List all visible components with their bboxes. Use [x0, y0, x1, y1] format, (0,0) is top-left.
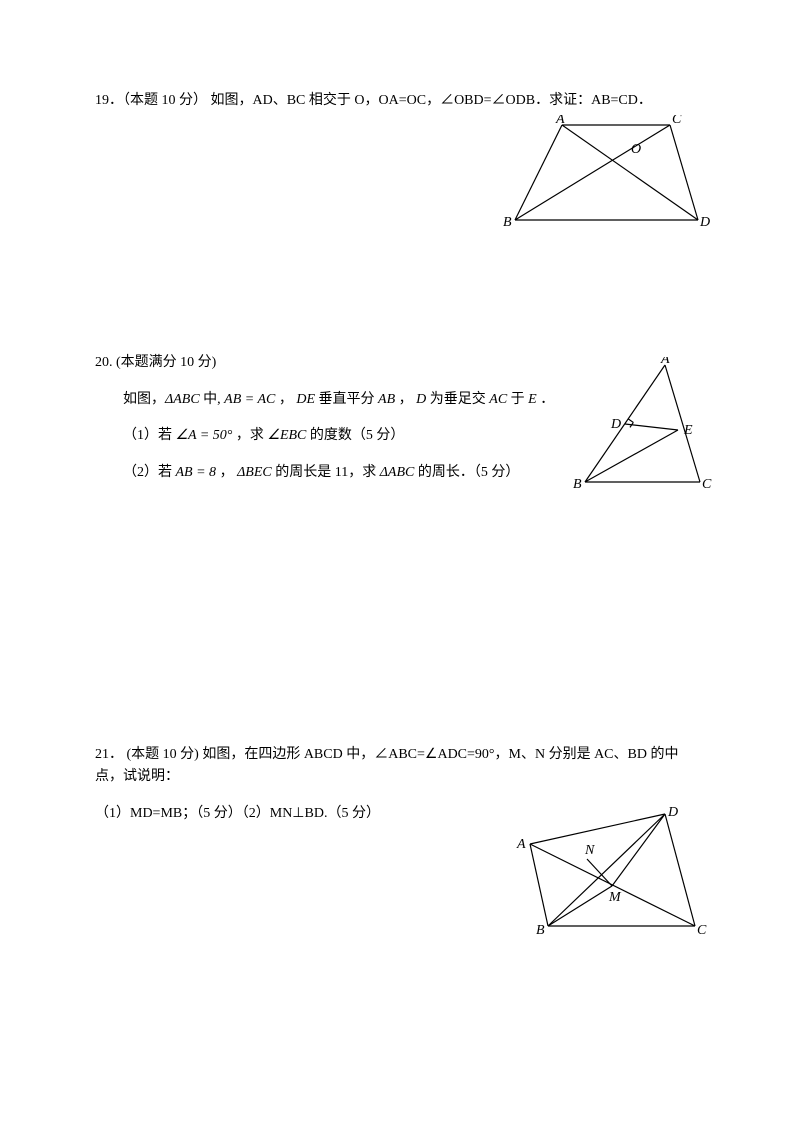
svg-text:B: B [573, 477, 582, 492]
t: 垂直平分 [315, 392, 378, 407]
m: E [528, 392, 537, 407]
svg-text:B: B [536, 923, 545, 938]
m: ΔABC [380, 465, 415, 480]
svg-text:M: M [608, 890, 622, 905]
svg-text:O: O [631, 142, 641, 157]
t: 的周长．（5 分） [414, 465, 519, 480]
svg-text:N: N [584, 843, 595, 858]
svg-text:A: A [555, 115, 565, 127]
svg-text:C: C [697, 923, 707, 938]
m: AB [378, 392, 395, 407]
t: ， [216, 465, 237, 480]
svg-text:B: B [503, 215, 512, 230]
m: ΔABC [165, 392, 200, 407]
svg-text:A: A [660, 357, 670, 367]
svg-text:E: E [683, 423, 693, 438]
t: 如图， [123, 392, 165, 407]
t: ． [537, 392, 555, 407]
t: 中, [200, 392, 225, 407]
t: 的度数（5 分） [306, 428, 404, 443]
m: AB = AC [224, 392, 275, 407]
problem-20: 20. (本题满分 10 分) 如图，ΔABC 中, AB = AC ， DE … [95, 352, 705, 484]
problem-21: 21． (本题 10 分) 如图，在四边形 ABCD 中，∠ABC=∠ADC=9… [95, 744, 705, 825]
svg-text:C: C [702, 477, 712, 492]
m: ∠A = 50° [176, 428, 233, 443]
svg-text:D: D [610, 417, 621, 432]
svg-text:D: D [699, 215, 710, 230]
t: （1）若 [123, 428, 176, 443]
m: DE [296, 392, 315, 407]
m: ΔBEC [237, 465, 272, 480]
m: D [416, 392, 426, 407]
svg-text:D: D [667, 805, 678, 820]
p21-heading: 21． (本题 10 分) 如图，在四边形 ABCD 中，∠ABC=∠ADC=9… [95, 744, 705, 789]
svg-text:A: A [516, 837, 526, 852]
p21-diagram: A B C D M N [510, 804, 710, 944]
svg-text:C: C [672, 115, 682, 127]
problem-19: 19．（本题 10 分） 如图，AD、BC 相交于 O，OA=OC，∠OBD=∠… [95, 90, 705, 112]
p20-diagram: A B C D E [570, 357, 715, 497]
p19-heading: 19．（本题 10 分） 如图，AD、BC 相交于 O，OA=OC，∠OBD=∠… [95, 90, 705, 112]
t: 于 [507, 392, 528, 407]
m: AC [489, 392, 507, 407]
p19-diagram: A C B D O [500, 115, 710, 235]
t: ，求 [232, 428, 267, 443]
t: ， [395, 392, 416, 407]
t: 的周长是 11，求 [272, 465, 380, 480]
m: ∠EBC [267, 428, 306, 443]
t: （2）若 [123, 465, 176, 480]
t: ， [275, 392, 296, 407]
m: AB = 8 [176, 465, 217, 480]
t: 为垂足交 [426, 392, 489, 407]
